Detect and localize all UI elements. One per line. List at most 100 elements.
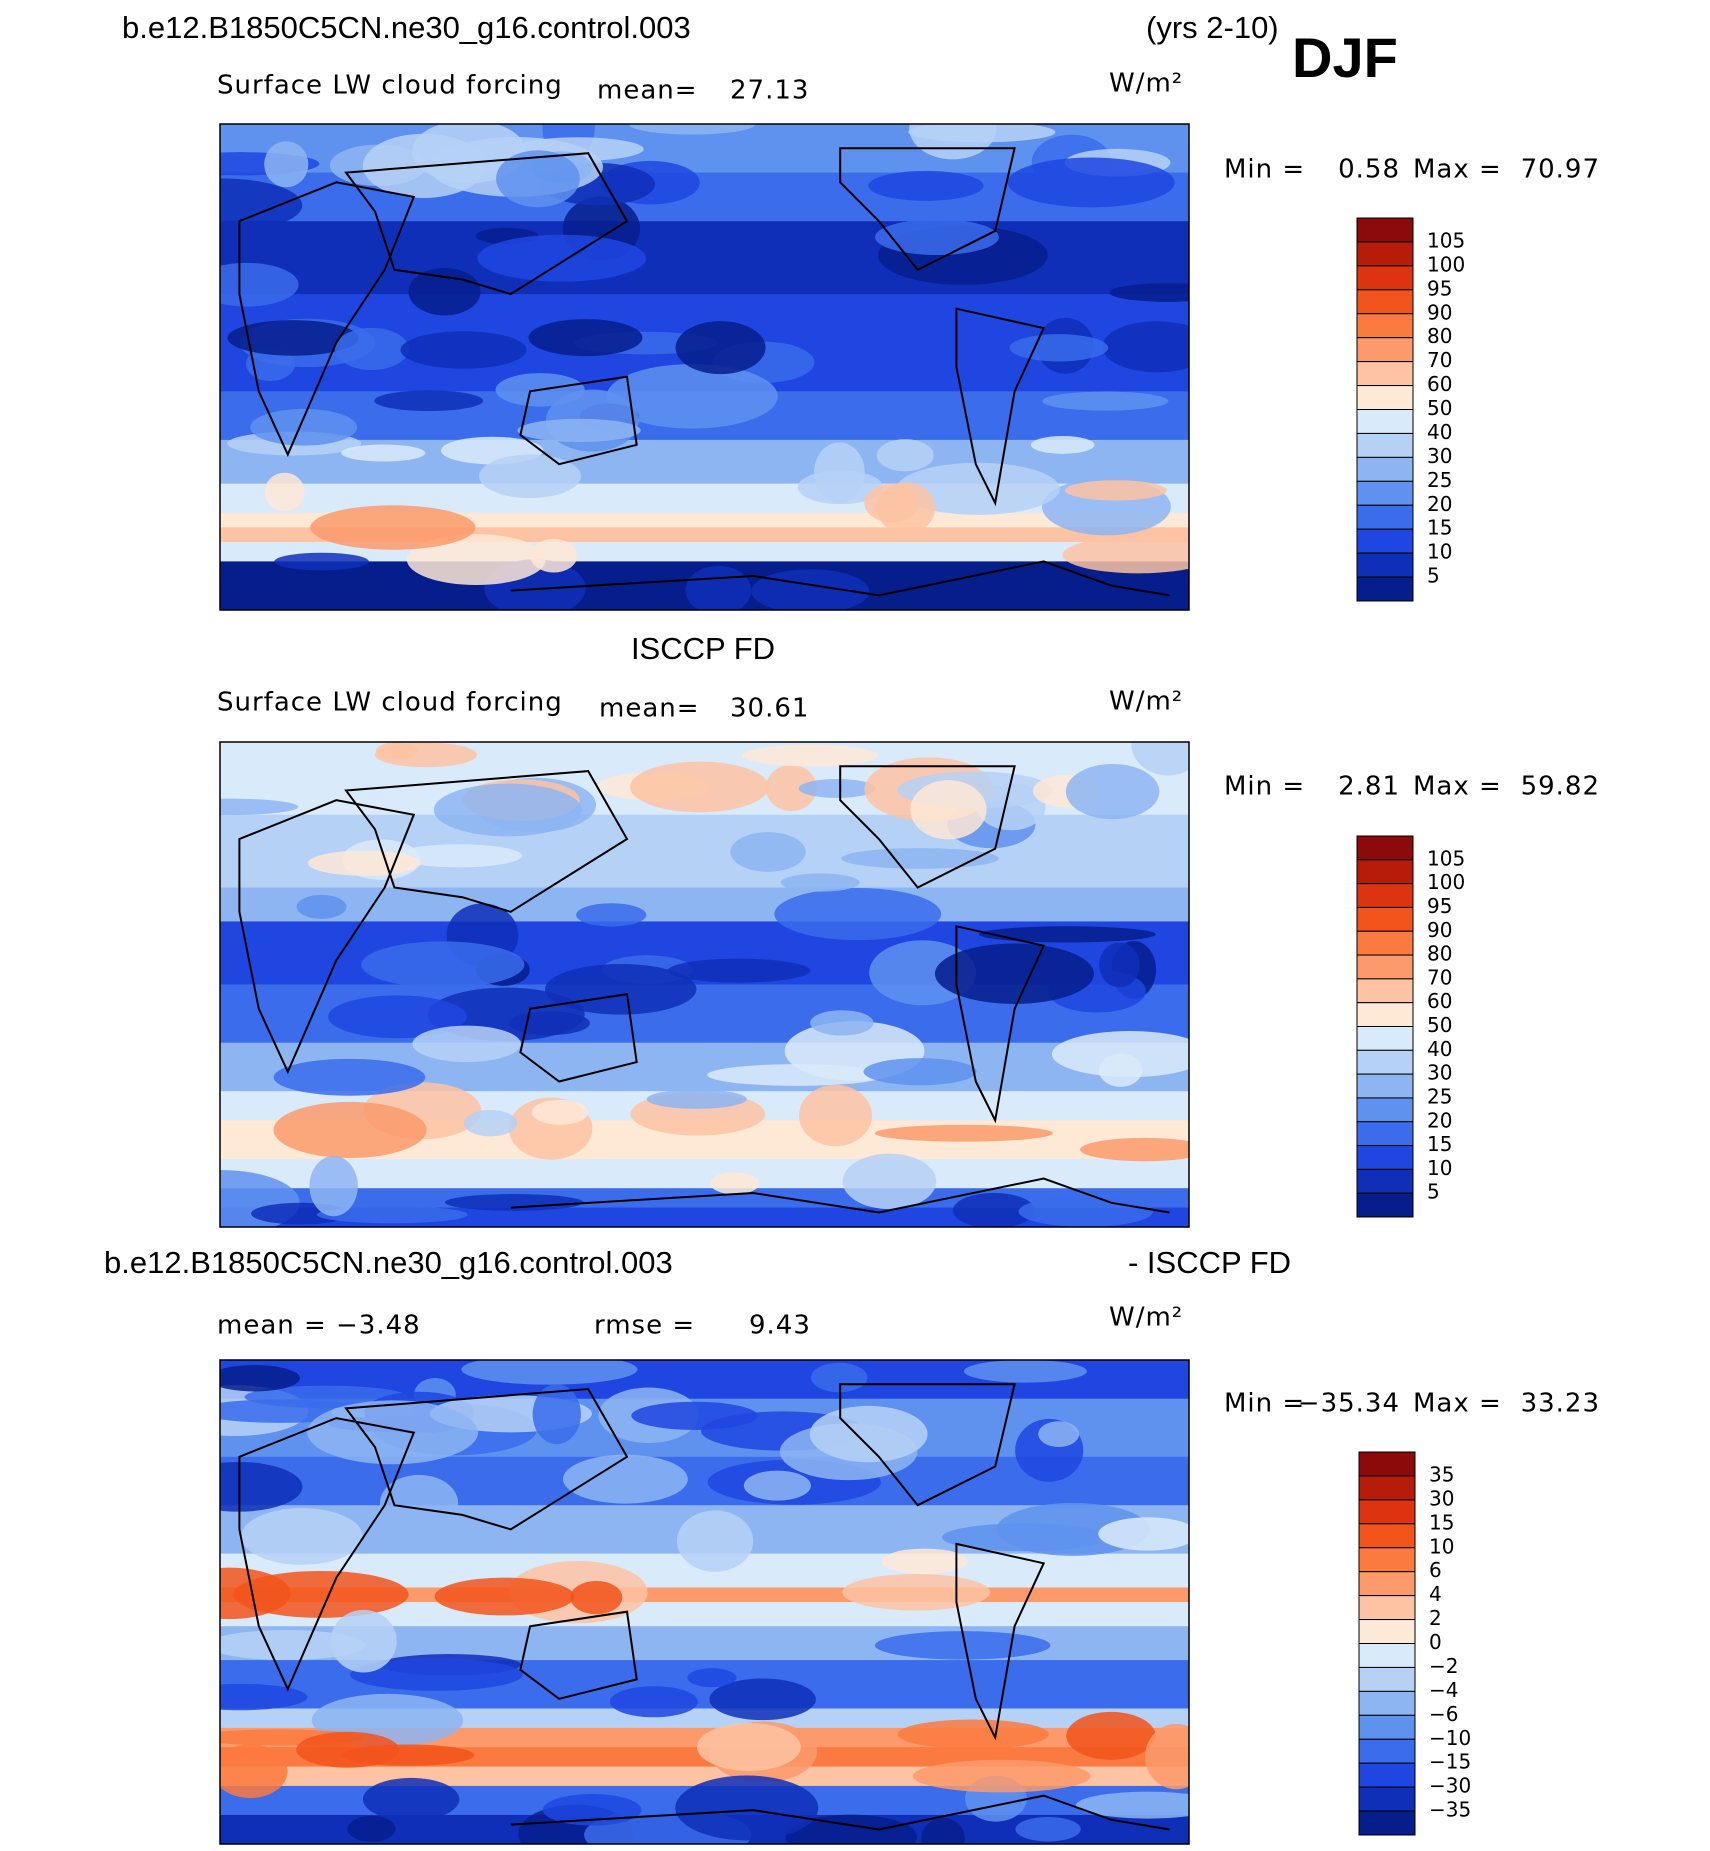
coastline: [510, 1177, 1170, 1214]
map-blob: [309, 1156, 358, 1217]
colorbar-label: 2: [1429, 1606, 1442, 1630]
map-frame: [219, 741, 1190, 1228]
coastline: [839, 147, 1016, 272]
colorbar-label: 20: [1427, 1108, 1452, 1132]
colorbar-label: 5: [1427, 1180, 1440, 1204]
map-blob: [375, 742, 477, 768]
colorbar-box: [1358, 1714, 1416, 1740]
map-blob: [444, 1194, 584, 1211]
colorbar-label: 80: [1427, 942, 1452, 966]
map-blob: [245, 347, 295, 381]
colorbar-box: [1356, 1145, 1414, 1170]
map-blob: [412, 1025, 521, 1063]
map-blob: [675, 321, 766, 375]
min: 2.81: [1338, 772, 1400, 802]
max: 59.82: [1521, 772, 1600, 802]
colorbar-box: [1358, 1595, 1416, 1621]
map-blob: [910, 780, 987, 840]
map-blob: [233, 1570, 409, 1618]
map-blob: [434, 1577, 575, 1616]
colorbar-box: [1356, 528, 1414, 554]
units: W/m²: [1109, 687, 1183, 717]
colorbar-box: [1356, 576, 1414, 602]
colorbar-box: [1358, 1451, 1416, 1477]
map-blob: [842, 1573, 991, 1611]
mean: 27.13: [730, 76, 809, 106]
map-blob: [307, 1400, 479, 1465]
map-blob: [842, 1153, 937, 1210]
units: W/m²: [1109, 69, 1183, 99]
map-blob: [765, 764, 817, 812]
colorbar-box: [1356, 337, 1414, 363]
map-blob: [881, 1548, 968, 1575]
map-blob: [606, 364, 778, 429]
colorbar-box: [1356, 835, 1414, 861]
colorbar-label: 100: [1427, 870, 1465, 894]
map-blob: [667, 958, 811, 983]
map-blob: [477, 234, 647, 282]
colorbar-label: −6: [1429, 1702, 1458, 1726]
map-blob: [675, 1775, 819, 1841]
colorbar-box: [1358, 1643, 1416, 1668]
colorbar-label: 35: [1429, 1462, 1454, 1486]
colorbar-label: 95: [1427, 894, 1452, 918]
map-blob: [220, 1744, 288, 1799]
map-blob: [296, 894, 347, 919]
map-blob: [1062, 536, 1189, 574]
colorbar-label: 4: [1429, 1582, 1442, 1606]
map-blob: [809, 1405, 928, 1463]
coastline: [238, 181, 416, 457]
colorbar-box: [1358, 1762, 1416, 1788]
colorbar-box: [1356, 289, 1414, 315]
map-blob: [841, 848, 999, 869]
colorbar-label: −10: [1429, 1726, 1471, 1750]
colorbar-label: 15: [1427, 1132, 1452, 1156]
map-blob: [1007, 157, 1175, 208]
map: [220, 742, 1189, 1227]
colorbar-label: −30: [1429, 1774, 1471, 1798]
colorbar-label: −4: [1429, 1678, 1458, 1702]
coastline: [510, 1794, 1170, 1831]
panel-title: b.e12.B1850C5CN.ne30_g16.control.003: [104, 1245, 673, 1280]
colorbar-label: 70: [1427, 348, 1452, 372]
colorbar-box: [1358, 1499, 1416, 1525]
coastline: [955, 1542, 1046, 1741]
coastline: [344, 770, 629, 913]
map-blob: [433, 783, 582, 837]
mean: 30.61: [730, 694, 809, 724]
colorbar-label: 95: [1427, 276, 1452, 300]
coastline: [510, 560, 1170, 597]
map-blob: [362, 1777, 460, 1821]
colorbar-label: 15: [1429, 1510, 1454, 1534]
colorbar-label: 10: [1429, 1534, 1454, 1558]
colorbar-box: [1356, 978, 1414, 1004]
max-label: Max =: [1413, 772, 1502, 802]
min: 0.58: [1338, 155, 1400, 185]
colorbar-label: 15: [1427, 516, 1452, 540]
map-blob: [406, 534, 546, 586]
variable: Surface LW cloud forcing: [217, 688, 563, 718]
map-blob: [330, 1609, 397, 1673]
min-label: Min =: [1224, 1389, 1305, 1419]
map-blob: [411, 124, 526, 184]
colorbar-box: [1356, 480, 1414, 506]
colorbar-label: 30: [1429, 1486, 1454, 1510]
colorbar-label: 6: [1429, 1558, 1442, 1582]
colorbar-label: 105: [1427, 846, 1465, 870]
map-blob: [570, 1580, 623, 1615]
map-blob: [395, 844, 523, 868]
max-label: Max =: [1413, 1389, 1502, 1419]
map-blob: [896, 462, 1060, 515]
map-blob: [874, 1631, 1051, 1660]
colorbar-box: [1358, 1738, 1416, 1764]
coastline: [344, 1387, 629, 1531]
map-blob: [921, 1817, 965, 1844]
map-blob: [628, 124, 756, 135]
map-blob: [334, 327, 409, 370]
rmse-label: rmse =: [594, 1311, 695, 1341]
colorbar-box: [1356, 1192, 1414, 1218]
coastline: [238, 799, 416, 1075]
map-blob: [310, 505, 476, 550]
map-blob: [798, 779, 876, 798]
colorbar-box: [1356, 504, 1414, 530]
